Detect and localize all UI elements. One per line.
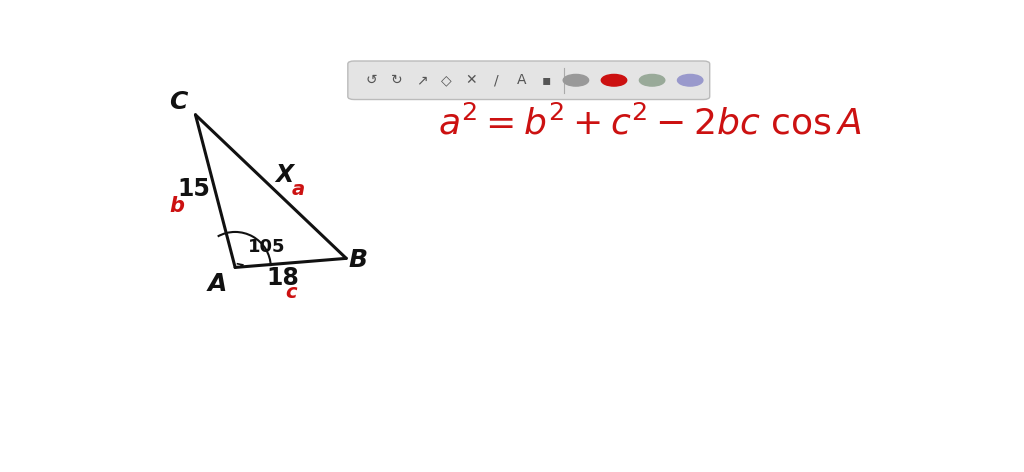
Text: 18: 18	[266, 266, 299, 290]
Circle shape	[639, 75, 665, 86]
Text: ✕: ✕	[466, 73, 477, 87]
Text: C: C	[169, 90, 187, 114]
Text: X: X	[275, 163, 294, 187]
Text: b: b	[169, 196, 184, 216]
Text: 105: 105	[248, 238, 286, 256]
Text: A: A	[516, 73, 526, 87]
Circle shape	[601, 75, 627, 86]
Text: a: a	[292, 180, 305, 199]
Circle shape	[678, 75, 702, 86]
Text: ↗: ↗	[416, 73, 427, 87]
Text: c: c	[285, 283, 296, 303]
Text: ▪: ▪	[542, 73, 551, 87]
Text: ↻: ↻	[391, 73, 402, 87]
Text: 15: 15	[177, 177, 210, 201]
Text: ◇: ◇	[441, 73, 452, 87]
Text: A: A	[207, 272, 226, 296]
Text: /: /	[494, 73, 499, 87]
FancyBboxPatch shape	[348, 61, 710, 100]
Text: ↺: ↺	[366, 73, 378, 87]
Circle shape	[563, 75, 589, 86]
Text: B: B	[348, 248, 368, 272]
Text: $\mathit{a}^2 = \mathit{b}^2 + \mathit{c}^2 - 2\mathit{bc}\ \cos \mathit{A}$: $\mathit{a}^2 = \mathit{b}^2 + \mathit{c…	[437, 106, 861, 142]
